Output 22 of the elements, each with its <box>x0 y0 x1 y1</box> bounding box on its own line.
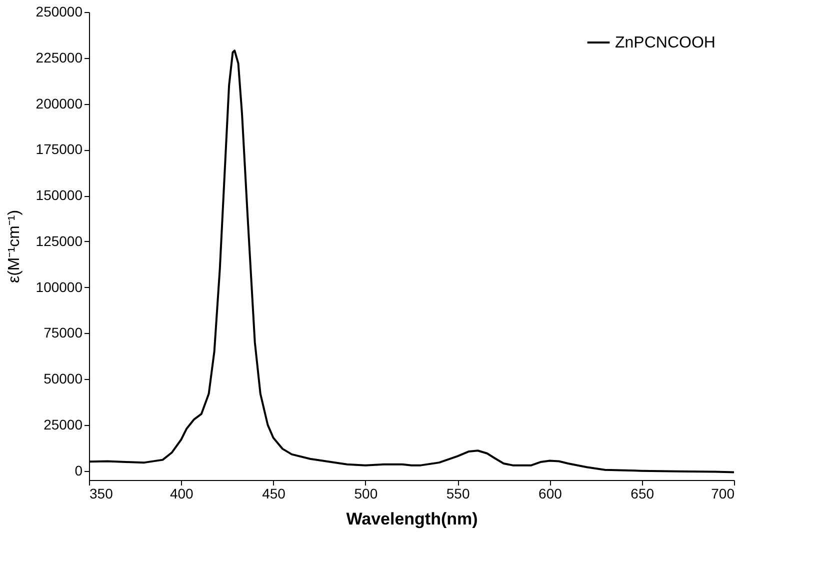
x-tick-label: 350 <box>90 486 114 502</box>
y-tick-label: 100000 <box>36 278 83 295</box>
x-axis-title: Wavelength(nm) <box>346 510 478 528</box>
y-tick-label: 150000 <box>36 187 83 204</box>
y-axis-title: ε(M⁻¹cm⁻¹) <box>6 210 23 284</box>
x-tick-label: 650 <box>630 486 654 502</box>
x-tick-label: 500 <box>354 486 378 502</box>
x-tick-label: 700 <box>711 486 735 502</box>
y-tick-label: 250000 <box>36 4 83 20</box>
y-tick-label: 50000 <box>44 370 83 387</box>
y-tick-label: 200000 <box>36 95 83 112</box>
y-tick-label: 175000 <box>36 141 83 158</box>
x-tick-label: 450 <box>262 486 286 502</box>
x-tick-label: 550 <box>446 486 470 502</box>
legend-label: ZnPCNCOOH <box>615 34 716 52</box>
y-tick-label: 0 <box>74 462 83 478</box>
y-tick-label: 125000 <box>36 232 83 249</box>
y-tick-label: 75000 <box>44 324 83 341</box>
y-tick-label: 225000 <box>36 49 83 66</box>
y-tick-label: 25000 <box>44 416 83 432</box>
x-tick-label: 400 <box>170 486 194 502</box>
x-tick-label: 600 <box>538 486 562 502</box>
